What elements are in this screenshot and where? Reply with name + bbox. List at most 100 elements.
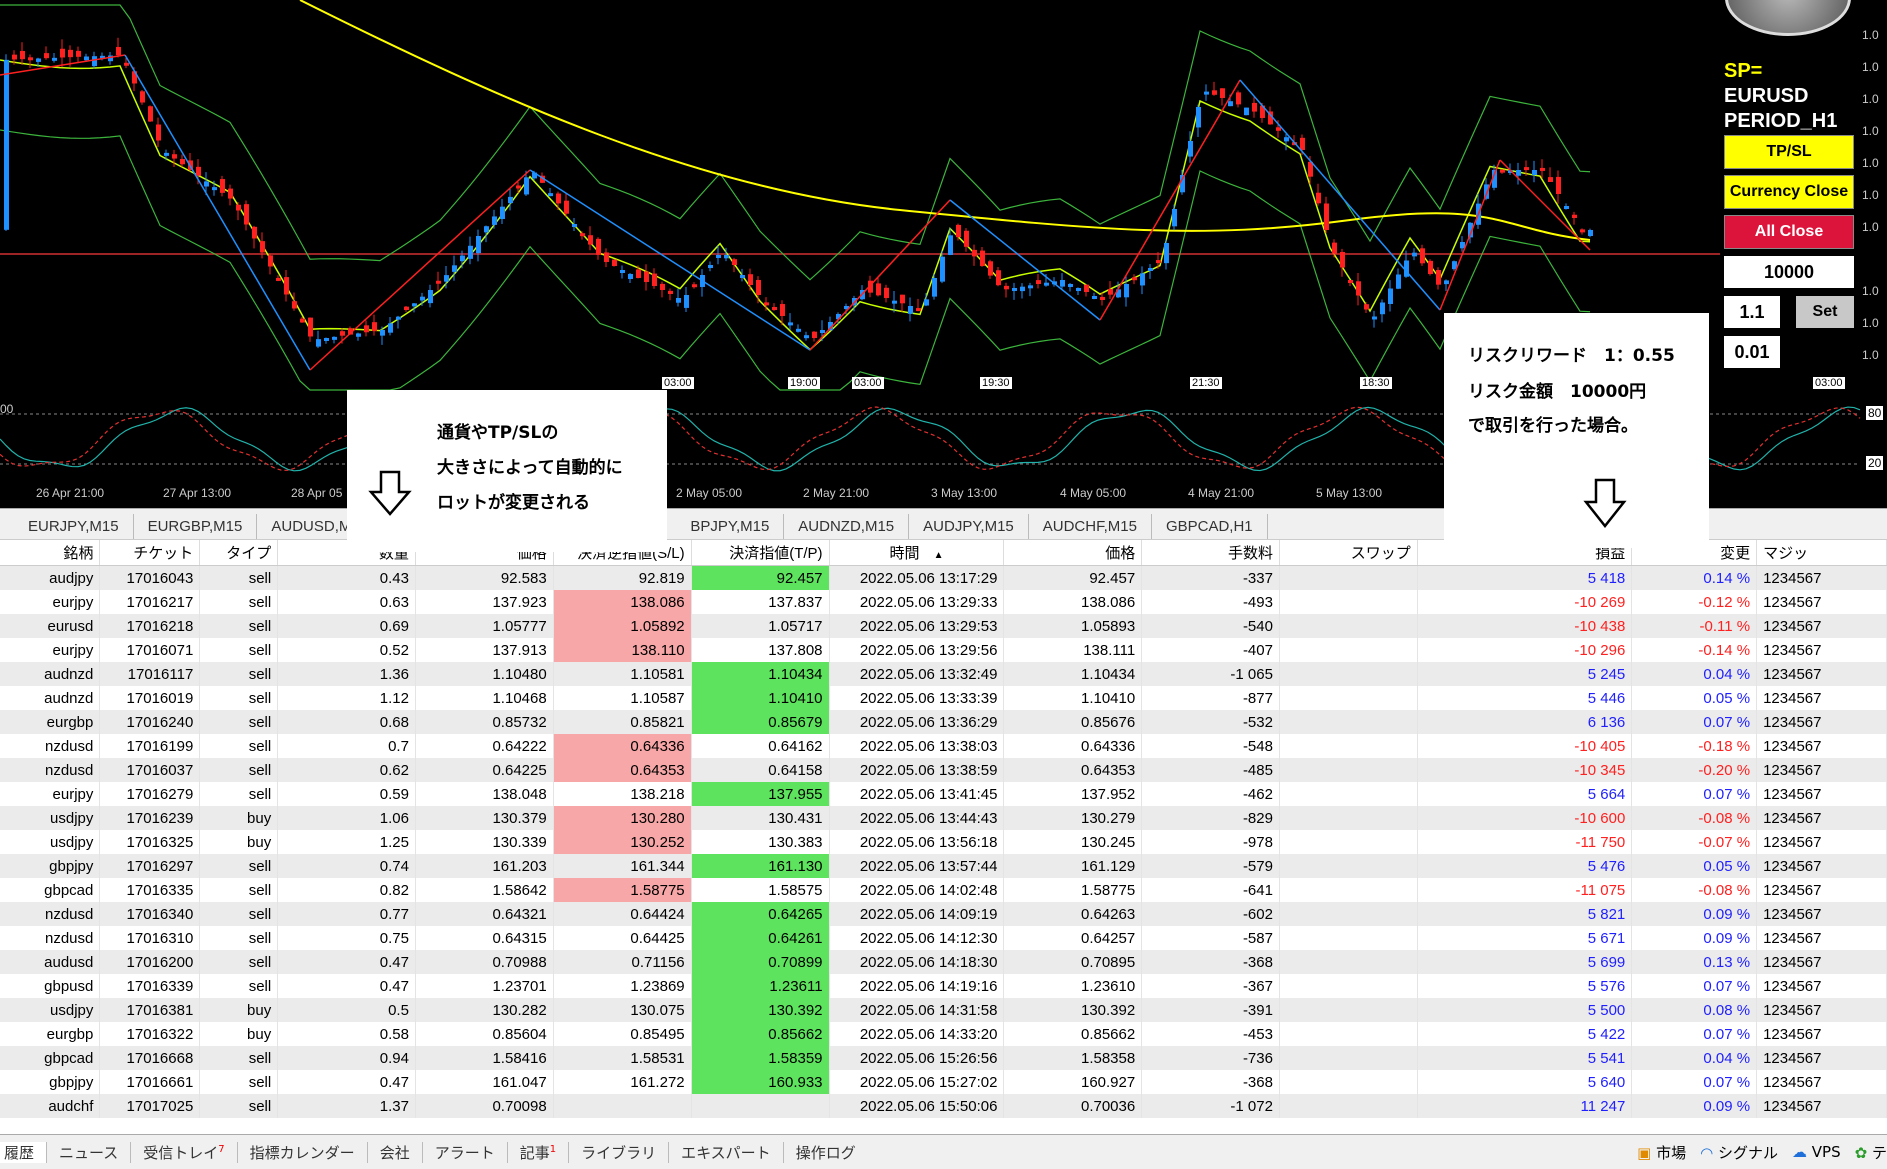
cell-magic: 1234567	[1756, 710, 1887, 734]
candle	[1132, 277, 1137, 281]
cell-commission: -587	[1141, 926, 1280, 950]
currency-close-button[interactable]: Currency Close	[1724, 175, 1854, 209]
zigzag-segment	[1099, 79, 1241, 321]
candle	[652, 273, 657, 286]
table-row[interactable]: eurusd 17016218 sell 0.69 1.05777 1.05892 1.05…	[0, 614, 1887, 638]
col-ticket-header[interactable]: チケット	[99, 540, 201, 566]
col-magic-header[interactable]: マジッ	[1756, 540, 1887, 566]
table-row[interactable]: nzdusd 17016037 sell 0.62 0.64225 0.64353 0.64…	[0, 758, 1887, 782]
cell-type: sell	[199, 614, 279, 638]
cell-change: -0.11 %	[1631, 614, 1758, 638]
cell-ticket: 17016339	[99, 974, 201, 998]
candle	[1540, 167, 1545, 171]
tab-calendar[interactable]: 指標カレンダー	[238, 1141, 368, 1163]
cell-profit: -10 296	[1417, 638, 1633, 662]
col-time-header[interactable]: 時間 ▲	[829, 540, 1005, 566]
tab-company[interactable]: 会社	[368, 1141, 423, 1163]
chart-area[interactable]: 1.0 1.0 1.0 1.0 1.0 1.0 1.0 1.0 1.0 1.0 …	[0, 0, 1887, 508]
cell-sl: 92.819	[553, 565, 692, 590]
lot-input[interactable]: 0.01	[1724, 336, 1780, 368]
table-row[interactable]: gbpcad 17016335 sell 0.82 1.58642 1.58775 1.58…	[0, 878, 1887, 902]
all-close-button[interactable]: All Close	[1724, 215, 1854, 249]
table-row[interactable]: gbpjpy 17016297 sell 0.74 161.203 161.344 161.…	[0, 854, 1887, 878]
col-symbol-header[interactable]: 銘柄	[0, 540, 101, 566]
table-row[interactable]: nzdusd 17016310 sell 0.75 0.64315 0.64425 0.64…	[0, 926, 1887, 950]
cell-commission: -602	[1141, 902, 1280, 926]
table-row[interactable]: eurjpy 17016071 sell 0.52 137.913 138.110 137.…	[0, 638, 1887, 662]
tab-journal[interactable]: 操作ログ	[795, 1143, 856, 1162]
ratio-input[interactable]: 1.1	[1724, 296, 1780, 328]
col-close-price-header[interactable]: 価格	[1003, 540, 1143, 566]
tab-symbol[interactable]: EURJPY,M15	[0, 514, 134, 539]
price-chart[interactable]	[0, 0, 1720, 396]
table-row[interactable]: usdjpy 17016381 buy 0.5 130.282 130.075 130.39…	[0, 998, 1887, 1022]
tab-experts[interactable]: エキスパート	[669, 1141, 784, 1163]
cell-type: sell	[199, 686, 279, 710]
col-type-header[interactable]: タイプ	[199, 540, 279, 566]
table-row[interactable]: audjpy 17016043 sell 0.43 92.583 92.819 92.457…	[0, 565, 1887, 590]
table-row[interactable]: eurjpy 17016279 sell 0.59 138.048 138.218 137.…	[0, 782, 1887, 806]
tab-symbol[interactable]: BPJPY,M15	[676, 514, 785, 539]
table-row[interactable]: audnzd 17016117 sell 1.36 1.10480 1.10581 1.10…	[0, 662, 1887, 686]
table-row[interactable]: audusd 17016200 sell 0.47 0.70988 0.71156 0.70…	[0, 950, 1887, 974]
tab-symbol[interactable]: EURGBP,M15	[134, 514, 258, 539]
cell-swap	[1279, 878, 1418, 902]
tab-symbol[interactable]: AUDJPY,M15	[909, 514, 1029, 539]
col-commission-header[interactable]: 手数料	[1141, 540, 1280, 566]
table-row[interactable]: gbpcad 17016668 sell 0.94 1.58416 1.58531 1.58…	[0, 1046, 1887, 1070]
tab-history[interactable]: 履歴	[0, 1141, 48, 1163]
cell-swap	[1279, 1022, 1418, 1046]
market-link[interactable]: ▣ 市場	[1637, 1142, 1686, 1163]
signal-link[interactable]: ◠ シグナル	[1700, 1142, 1778, 1163]
upper-band	[0, 4, 1591, 281]
col-volume-header[interactable]: 数量	[277, 540, 416, 566]
annotation-line: 通貨やTP/SLの	[437, 423, 559, 443]
cell-tp: 1.58359	[691, 1046, 830, 1070]
tab-library[interactable]: ライブラリ	[569, 1141, 670, 1163]
vps-link[interactable]: ☁ VPS	[1792, 1143, 1841, 1161]
table-row[interactable]: nzdusd 17016340 sell 0.77 0.64321 0.64424 0.64…	[0, 902, 1887, 926]
candle	[756, 279, 761, 295]
cell-profit: -10 269	[1417, 590, 1633, 614]
table-row[interactable]: eurgbp 17016322 buy 0.58 0.85604 0.85495 0.856…	[0, 1022, 1887, 1046]
table-row[interactable]: nzdusd 17016199 sell 0.7 0.64222 0.64336 0.641…	[0, 734, 1887, 758]
cell-ticket: 17016037	[99, 758, 201, 782]
table-row[interactable]: gbpjpy 17016661 sell 0.47 161.047 161.272 160.…	[0, 1070, 1887, 1094]
cell-change: 0.14 %	[1631, 565, 1758, 590]
cell-change: -0.12 %	[1631, 590, 1758, 614]
col-tp-header[interactable]: 決済指値(T/P)	[691, 540, 830, 566]
tab-inbox[interactable]: 受信トレイ7	[131, 1141, 238, 1163]
tab-symbol[interactable]: GBPCAD,H1	[1152, 514, 1268, 539]
candle	[76, 50, 81, 57]
table-row[interactable]: audnzd 17016019 sell 1.12 1.10468 1.10587 1.10…	[0, 686, 1887, 710]
indicator-knob[interactable]	[1725, 0, 1851, 36]
tpsl-button[interactable]: TP/SL	[1724, 135, 1854, 169]
cell-ticket: 17016661	[99, 1070, 201, 1094]
cell-close-price: 0.64336	[1003, 734, 1143, 758]
candle	[1148, 268, 1153, 271]
tab-symbol[interactable]: AUDCHF,M15	[1029, 514, 1152, 539]
candle	[220, 179, 225, 193]
candle	[468, 245, 473, 259]
col-swap-header[interactable]: スワップ	[1279, 540, 1418, 566]
osc-left-label: 00	[0, 402, 14, 416]
candle	[148, 106, 153, 122]
table-row[interactable]: audchf 17017025 sell 1.37 0.70098 2022.05.06 …	[0, 1094, 1887, 1118]
cell-swap	[1279, 1070, 1418, 1094]
table-row[interactable]: gbpusd 17016339 sell 0.47 1.23701 1.23869 1.23…	[0, 974, 1887, 998]
tab-symbol[interactable]: AUDNZD,M15	[784, 514, 910, 539]
candle	[484, 226, 489, 233]
tab-alerts[interactable]: アラート	[423, 1141, 508, 1163]
candle	[900, 294, 905, 304]
table-row[interactable]: eurgbp 17016240 sell 0.68 0.85732 0.85821 0.85…	[0, 710, 1887, 734]
table-row[interactable]: eurjpy 17016217 sell 0.63 137.923 138.086 137.…	[0, 590, 1887, 614]
set-button[interactable]: Set	[1796, 296, 1854, 328]
table-row[interactable]: usdjpy 17016239 buy 1.06 130.379 130.280 130.4…	[0, 806, 1887, 830]
bottom-toolbox-tabs: 履歴 ニュース 受信トレイ7 指標カレンダー 会社 アラート 記事1 ライブラリ…	[0, 1134, 1887, 1169]
more-link[interactable]: ✿ テ	[1855, 1142, 1887, 1163]
table-row[interactable]: usdjpy 17016325 buy 1.25 130.339 130.252 130.3…	[0, 830, 1887, 854]
cell-symbol: gbpcad	[0, 1046, 101, 1070]
tab-news[interactable]: ニュース	[47, 1141, 132, 1163]
tab-articles[interactable]: 記事1	[508, 1141, 570, 1163]
amount-input[interactable]: 10000	[1724, 256, 1854, 288]
